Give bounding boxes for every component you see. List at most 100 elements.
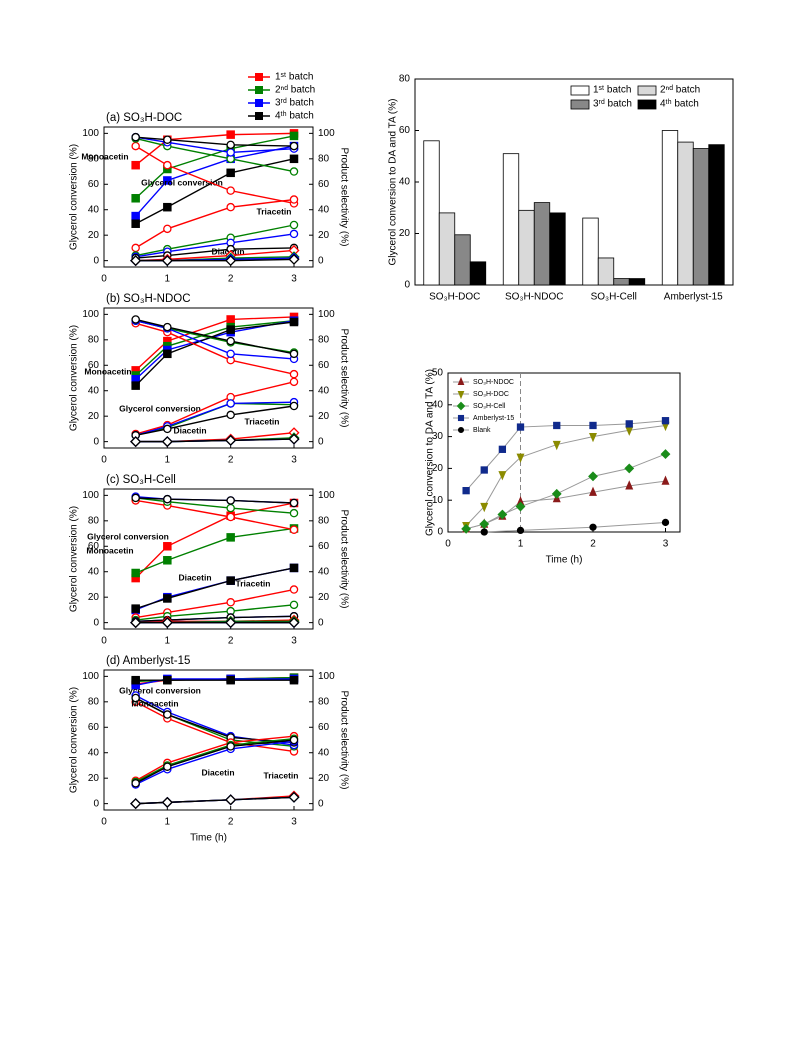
- series-line: [135, 145, 295, 217]
- legend-marker: [255, 99, 263, 107]
- series-line: [484, 521, 666, 533]
- data-point: [498, 471, 507, 481]
- data-point: [289, 525, 299, 534]
- series-line: [135, 615, 295, 623]
- data-point: [131, 219, 140, 228]
- bar: [708, 144, 725, 286]
- series-line: [135, 735, 295, 782]
- bar: [677, 141, 694, 286]
- panel-title: (b) SO₃H-NDOC: [106, 293, 191, 305]
- legend-marker: [457, 426, 465, 434]
- x-tick-label: SO₃H-DOC: [429, 292, 480, 303]
- y2-tick-label: 80: [318, 153, 330, 164]
- data-point: [161, 796, 173, 808]
- series-line: [135, 567, 295, 610]
- y-tick-label: 0: [93, 436, 99, 447]
- data-point: [289, 141, 299, 151]
- x-tick-label: 3: [291, 455, 297, 466]
- series-line: [135, 405, 295, 436]
- y-tick-label: 0: [93, 798, 99, 809]
- series-line: [135, 320, 295, 360]
- series-line: [135, 499, 295, 531]
- data-point: [462, 487, 470, 495]
- data-point: [226, 202, 235, 212]
- y-tick-label: 100: [82, 490, 99, 501]
- data-point: [226, 410, 235, 420]
- data-point: [163, 202, 172, 212]
- y2-tick-label: 0: [318, 798, 324, 809]
- data-point: [497, 509, 508, 520]
- data-point: [131, 141, 140, 151]
- series-line: [465, 480, 666, 530]
- annotation: Monoacetin: [86, 545, 133, 555]
- data-point: [226, 336, 235, 346]
- y-axis-label: Glycerol conversion (%): [69, 506, 80, 612]
- y-tick-label: 30: [432, 431, 444, 442]
- y-axis-label: Glycerol conversion (%): [69, 144, 80, 250]
- annotation: Glycerol conversion: [119, 685, 201, 695]
- series-line: [135, 567, 295, 611]
- bar: [423, 140, 440, 286]
- data-point: [553, 421, 561, 430]
- x-tick-label: 1: [165, 455, 171, 466]
- bar: [582, 217, 599, 286]
- y2-tick-label: 80: [318, 334, 330, 345]
- y-tick-label: 20: [88, 592, 100, 603]
- data-point: [131, 211, 140, 221]
- annotation: Monoacetin: [84, 366, 131, 376]
- series-line: [135, 145, 295, 205]
- data-point: [461, 523, 472, 534]
- x-tick-label: 2: [590, 539, 596, 550]
- y-tick-label: 0: [93, 617, 99, 628]
- series-line: [465, 424, 666, 526]
- data-point: [163, 160, 172, 170]
- legend-marker: [457, 414, 465, 422]
- bar: [502, 153, 520, 286]
- y-tick-label: 100: [82, 671, 99, 682]
- data-point: [130, 617, 142, 629]
- data-point: [589, 432, 597, 443]
- bar: [533, 202, 551, 286]
- y2-tick-label: 40: [318, 385, 330, 396]
- data-point: [226, 512, 235, 522]
- series-line: [135, 497, 295, 514]
- data-point: [226, 325, 235, 334]
- y-tick-label: 80: [88, 334, 100, 345]
- data-point: [163, 675, 172, 685]
- y-tick-label: 80: [88, 515, 100, 526]
- data-point: [131, 493, 140, 503]
- data-point: [289, 377, 299, 387]
- bar: [518, 209, 535, 286]
- data-point: [289, 229, 299, 239]
- data-point: [515, 501, 526, 512]
- series-line: [135, 497, 295, 504]
- series-line: [135, 320, 295, 376]
- x-tick-label: 0: [101, 274, 107, 285]
- data-point: [225, 255, 237, 267]
- y-tick-label: 80: [88, 153, 100, 164]
- data-point: [624, 463, 635, 474]
- y-tick-label: 0: [93, 255, 99, 266]
- y2-tick-label: 100: [318, 490, 335, 501]
- y-tick-label: 60: [399, 125, 411, 136]
- data-point: [479, 519, 490, 529]
- data-point: [226, 496, 235, 505]
- x-tick-label: 0: [445, 539, 451, 550]
- annotation: Diacetin: [173, 425, 206, 435]
- data-point: [163, 176, 172, 185]
- bar: [613, 278, 630, 286]
- y-axis-label: Glycerol conversion to DA and TA (%): [425, 369, 436, 536]
- annotation: Diacetin: [201, 767, 234, 777]
- annotation: Glycerol conversion: [87, 531, 169, 541]
- data-point: [589, 421, 597, 430]
- series-line: [135, 316, 295, 371]
- data-point: [289, 563, 299, 573]
- y2-tick-label: 80: [318, 696, 330, 707]
- data-point: [226, 598, 235, 607]
- data-point: [131, 779, 140, 788]
- legend-label: 1ˢᵗ batch: [275, 72, 313, 83]
- data-point: [289, 349, 299, 359]
- data-point: [163, 135, 172, 144]
- annotation: Monoacetin: [81, 151, 128, 161]
- annotation: Triacetin: [236, 578, 271, 588]
